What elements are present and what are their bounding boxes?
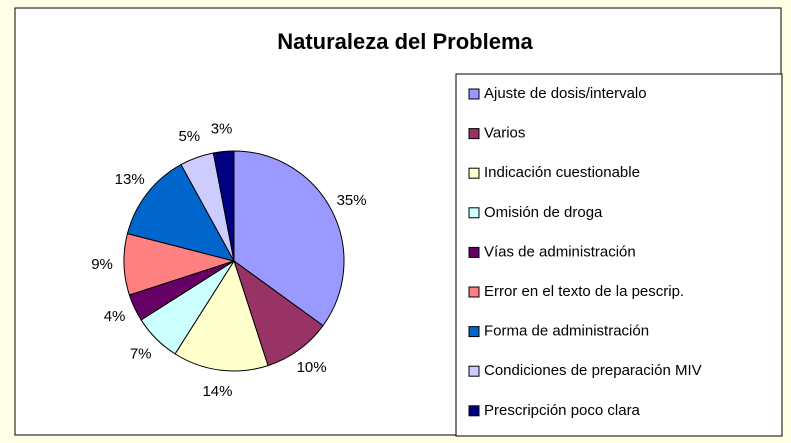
pie-slice: [233, 150, 345, 327]
data-label: 9%: [91, 256, 113, 273]
data-label: 4%: [104, 308, 126, 325]
pie-slice: [126, 163, 235, 262]
legend-label: Prescripción poco clara: [484, 402, 641, 419]
legend-label: Forma de administración: [484, 323, 649, 340]
data-label: 10%: [297, 359, 327, 376]
pie-slice: [174, 259, 269, 372]
data-label: 14%: [202, 383, 232, 400]
legend-swatch: [468, 167, 480, 179]
legend-swatch: [468, 128, 480, 140]
legend-swatch: [468, 286, 480, 298]
legend-label: Condiciones de preparación MIV: [484, 362, 702, 379]
data-label: 7%: [130, 345, 152, 362]
legend-swatch: [468, 405, 480, 417]
data-label: 5%: [178, 128, 200, 145]
legend-label: Omisión de droga: [484, 204, 603, 221]
pie-slice: [212, 150, 235, 262]
legend-swatch: [468, 207, 480, 219]
legend-label: Vías de administración: [484, 243, 636, 260]
chart-title: Naturaleza del Problema: [277, 29, 533, 54]
data-label: 13%: [115, 171, 145, 188]
legend-label: Varios: [484, 125, 525, 142]
legend-swatch: [468, 88, 480, 100]
legend-box: [455, 73, 783, 437]
legend-label: Ajuste de dosis/intervalo: [484, 85, 647, 102]
legend-label: Error en el texto de la pescrip.: [484, 283, 684, 300]
data-label: 3%: [211, 121, 233, 138]
legend-swatch: [468, 326, 480, 338]
legend-swatch: [468, 365, 480, 377]
data-label: 35%: [337, 192, 367, 209]
legend-label: Indicación cuestionable: [484, 164, 640, 181]
legend-swatch: [468, 246, 480, 258]
